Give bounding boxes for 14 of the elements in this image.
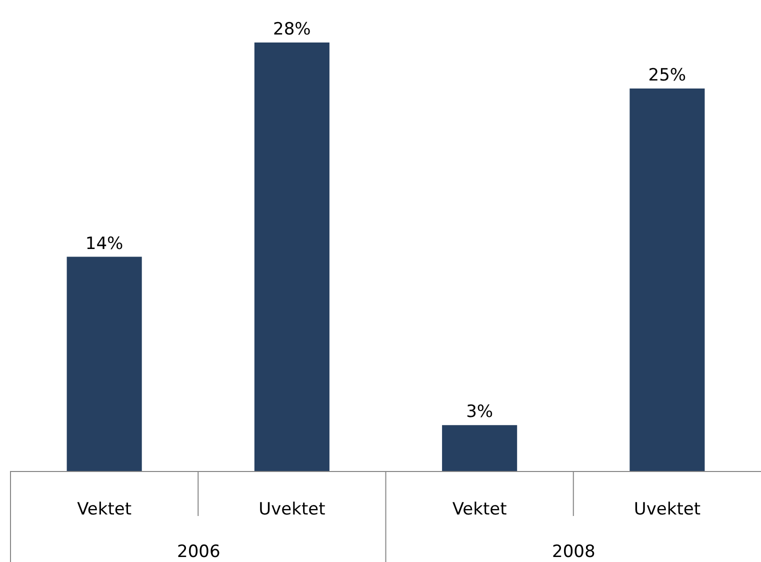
bar	[442, 425, 518, 471]
bar	[254, 42, 330, 471]
x-tick-label: Vektet	[452, 499, 508, 520]
data-label: 28%	[273, 20, 311, 40]
x-tick-label: Vektet	[77, 499, 132, 520]
x-tick-label: Uvektet	[258, 499, 326, 520]
data-label: 25%	[648, 65, 686, 86]
text: 2008	[552, 542, 596, 562]
x-tick-label: Uvektet	[634, 499, 701, 520]
data-label: 3%	[466, 402, 494, 422]
bar	[630, 88, 705, 471]
data-label: 14%	[85, 234, 124, 254]
text: 2006	[177, 542, 220, 562]
bar	[66, 256, 142, 471]
